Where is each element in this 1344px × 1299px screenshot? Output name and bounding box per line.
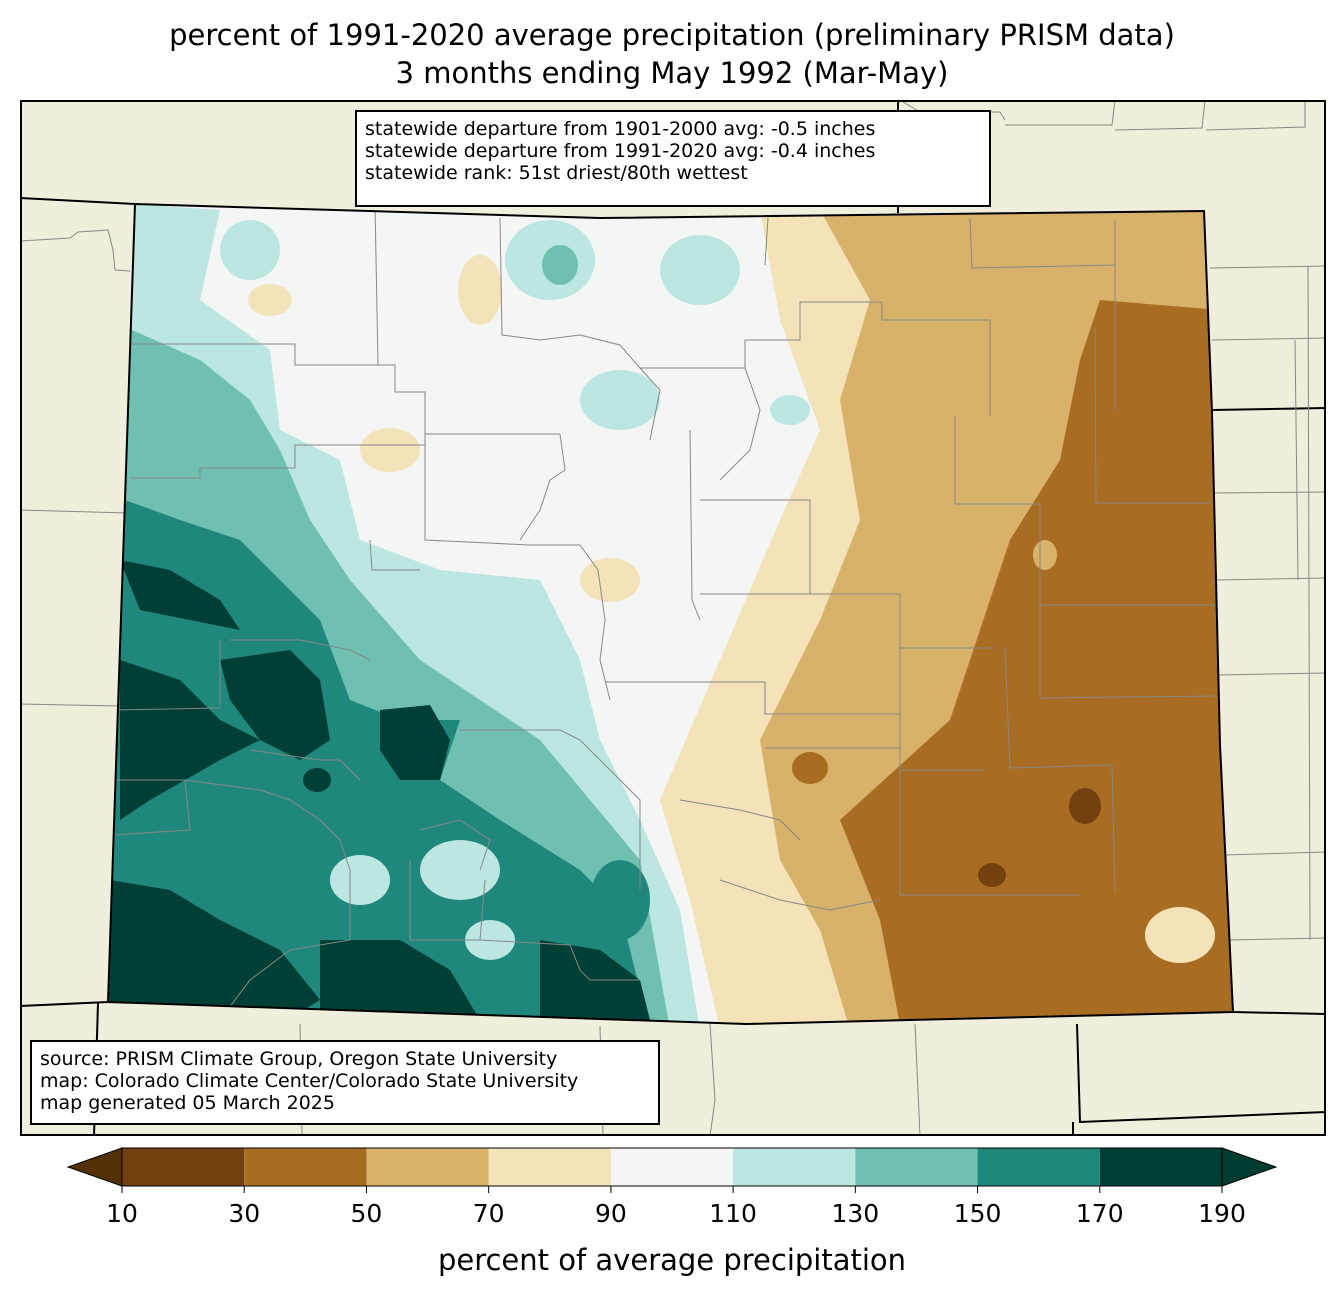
colorbar-tick-label: 110 [709,1199,757,1228]
colorbar-under-arrow [66,1147,123,1187]
colorbar-segment [366,1148,489,1186]
colorbar-tick-label: 190 [1198,1199,1246,1228]
colorbar-segment [610,1148,734,1186]
colorbar-tick-label: 50 [351,1199,383,1228]
credits-line: source: PRISM Climate Group, Oregon Stat… [40,1048,558,1070]
statewide-stats-box: statewide departure from 1901-2000 avg: … [355,110,991,207]
precipitation-map [20,100,1326,1136]
colorbar-segment [855,1148,978,1186]
credits-line: map generated 05 March 2025 [40,1092,335,1114]
colorbar-segment [122,1148,245,1186]
county-lines [111,204,1216,1021]
colorbar-segment [977,1148,1100,1186]
colorbar-segment [1099,1148,1222,1186]
colorado-precip-field [108,204,1233,1024]
map-subtitle: 3 months ending May 1992 (Mar-May) [395,56,949,90]
map-title: percent of 1991-2020 average precipitati… [169,18,1175,52]
colorbar-tick-label: 130 [831,1199,879,1228]
colorbar-segment [733,1148,856,1186]
colorbar-segment [244,1148,367,1186]
colorbar-tick-label: 90 [595,1199,627,1228]
colorbar-tick-label: 30 [228,1199,260,1228]
colorado-border [106,202,1235,1026]
stats-line: statewide rank: 51st driest/80th wettest [365,162,748,184]
colorbar-outline [121,1147,1223,1187]
colorbar-tick-label: 70 [473,1199,505,1228]
colorbar-tick-label: 170 [1076,1199,1124,1228]
map-frame [20,100,1326,1136]
colorbar: 10 30 50 70 90 110 130 150 170 190 [66,1147,1278,1228]
colorbar-tick-label: 150 [954,1199,1002,1228]
stats-line: statewide departure from 1901-2000 avg: … [365,118,876,140]
stats-line: statewide departure from 1991-2020 avg: … [365,140,876,162]
credits-line: map: Colorado Climate Center/Colorado St… [40,1070,579,1092]
colorbar-over-arrow [1221,1147,1278,1187]
colorbar-tick-label: 10 [106,1199,138,1228]
colorbar-label: percent of average precipitation [437,1243,907,1277]
colorbar-segment [488,1148,611,1186]
credits-box: source: PRISM Climate Group, Oregon Stat… [30,1040,660,1125]
